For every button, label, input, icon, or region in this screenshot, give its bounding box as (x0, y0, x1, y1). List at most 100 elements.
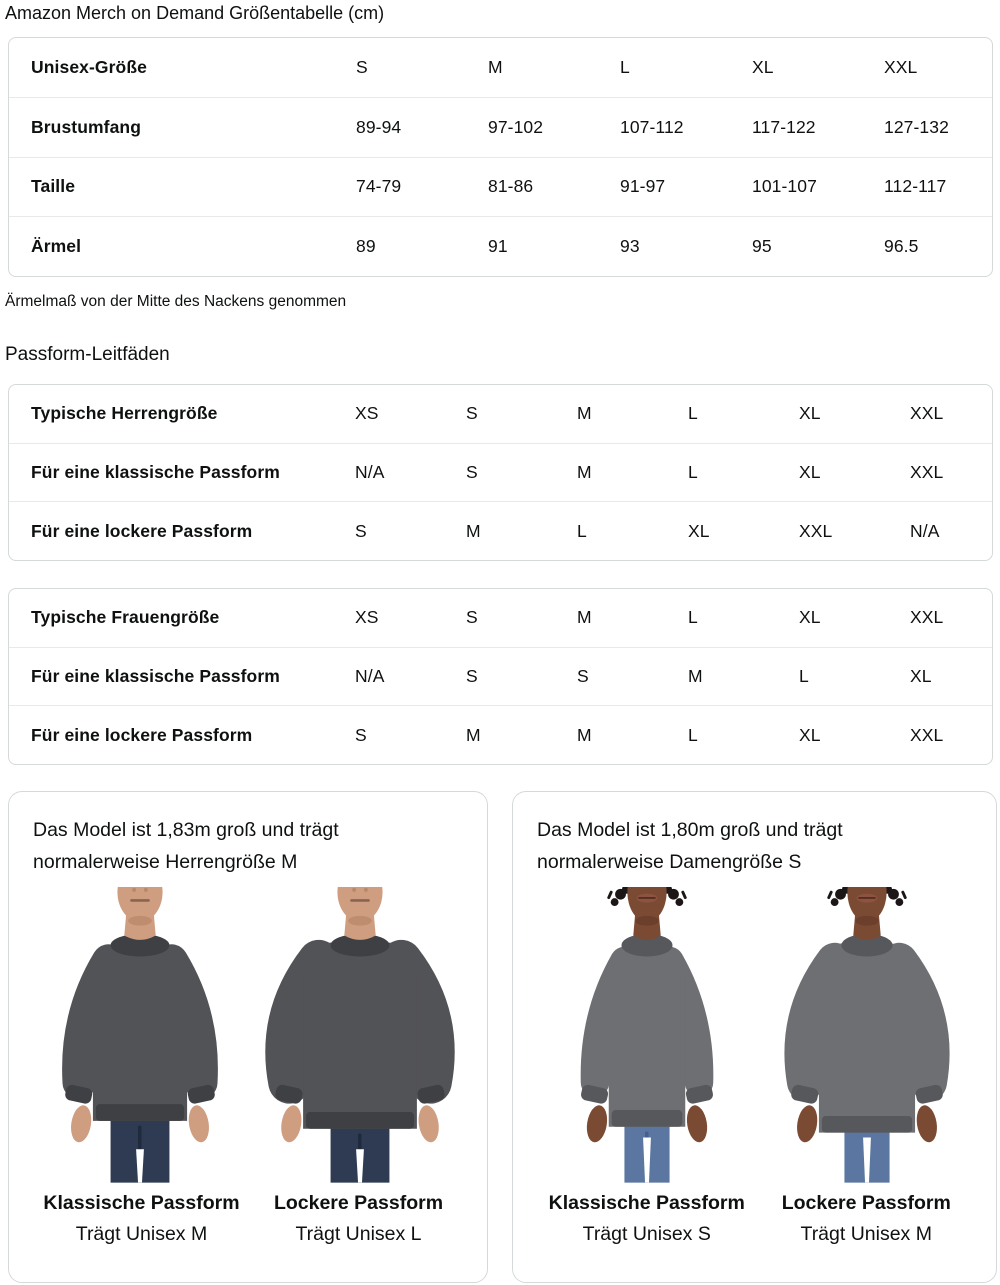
row-label: Brustumfang (31, 116, 141, 137)
table-cell: L (688, 462, 698, 482)
table-cell: M (577, 607, 592, 628)
table-cell: 112-117 (884, 176, 947, 197)
table-cell: 89 (356, 236, 376, 257)
table-cell: 93 (620, 236, 640, 257)
model-intro-text: Das Model ist 1,83m groß und trägt norma… (33, 819, 339, 873)
table-cell: 127-132 (884, 116, 949, 137)
table-cell: 95 (752, 236, 772, 257)
table-cell: XXL (910, 607, 944, 628)
table-cell: XL (799, 403, 821, 424)
fit-guides-heading: Passform-Leitfäden (5, 344, 170, 365)
table-cell: N/A (355, 462, 385, 482)
table-cell: XL (910, 666, 932, 686)
unisex-size-table: Unisex-Größe S M L XL XXL Brustumfang 89… (8, 37, 993, 277)
table-row: Für eine klassische Passform N/A S M L X… (9, 442, 992, 502)
page-title: Amazon Merch on Demand Größentabelle (cm… (5, 3, 385, 23)
table-row: Ärmel 89 91 93 95 96.5 (9, 216, 992, 276)
table-cell: 91 (488, 236, 508, 257)
table-cell: M (577, 724, 592, 745)
model-intro-text: Das Model ist 1,80m groß und trägt norma… (537, 819, 843, 873)
table-cell: XL (752, 56, 774, 77)
table-cell: S (466, 462, 478, 482)
fit-label-loose: Lockere Passform Trägt Unisex L (250, 1189, 467, 1251)
table-row: Für eine klassische Passform N/A S S M L… (9, 646, 992, 706)
fit-name: Klassische Passform (548, 1192, 745, 1214)
table-cell: M (577, 462, 592, 482)
table-cell: XXL (910, 403, 944, 424)
table-cell: 97-102 (488, 116, 544, 137)
fit-wears: Trägt Unisex M (800, 1223, 932, 1245)
table-row: Brustumfang 89-94 97-102 107-112 117-122… (9, 96, 992, 157)
fit-name: Lockere Passform (781, 1192, 951, 1214)
table-cell: M (577, 403, 592, 424)
mens-model-card: Das Model ist 1,83m groß und trägt norma… (8, 791, 488, 1283)
table-cell: M (466, 520, 481, 541)
table-cell: 74-79 (356, 176, 402, 197)
table-cell: S (466, 403, 478, 424)
table-cell: 81-86 (488, 176, 534, 197)
table-cell: S (356, 56, 368, 77)
table-cell: 89-94 (356, 116, 402, 137)
table-cell: S (355, 724, 367, 745)
row-label: Typische Frauengröße (31, 607, 220, 628)
model-photo-female-loose-fit (763, 887, 970, 1184)
fit-name: Klassische Passform (43, 1192, 240, 1214)
table-cell: S (466, 666, 478, 686)
table-cell: S (466, 607, 478, 628)
table-cell: S (355, 520, 367, 541)
row-label: Unisex-Größe (31, 56, 147, 77)
row-label: Für eine lockere Passform (31, 520, 253, 541)
table-row: Taille 74-79 81-86 91-97 101-107 112-117 (9, 156, 992, 217)
table-row: Für eine lockere Passform S M L XL XXL N… (9, 501, 992, 560)
model-photos (33, 887, 467, 1184)
sleeve-measure-note: Ärmelmaß von der Mitte des Nackens genom… (5, 293, 347, 310)
table-cell: 101-107 (752, 176, 817, 197)
table-cell: XXL (910, 462, 944, 482)
table-cell: M (688, 666, 703, 686)
table-cell: XL (688, 520, 710, 541)
fit-label-classic: Klassische Passform Trägt Unisex M (33, 1189, 250, 1251)
table-cell: M (488, 56, 503, 77)
table-cell: N/A (355, 666, 385, 686)
fit-name: Lockere Passform (273, 1192, 444, 1214)
row-label: Für eine lockere Passform (31, 724, 253, 745)
table-cell: XXL (799, 520, 833, 541)
table-cell: 117-122 (752, 116, 816, 137)
table-cell: XXL (884, 56, 918, 77)
womens-fit-table: Typische Frauengröße XS S M L XL XXL Für… (8, 588, 993, 765)
fit-label-loose: Lockere Passform Trägt Unisex M (757, 1189, 977, 1251)
table-cell: 91-97 (620, 176, 666, 197)
table-row: Unisex-Größe S M L XL XXL (9, 38, 992, 97)
fit-label-classic: Klassische Passform Trägt Unisex S (537, 1189, 757, 1251)
table-cell: L (688, 607, 698, 628)
womens-model-card: Das Model ist 1,80m groß und trägt norma… (512, 791, 997, 1283)
table-cell: L (688, 403, 698, 424)
table-cell: M (466, 724, 481, 745)
table-row: Typische Frauengröße XS S M L XL XXL (9, 589, 992, 647)
model-photo-female-classic-fit (543, 887, 750, 1184)
row-label: Ärmel (31, 236, 82, 257)
table-cell: XXL (910, 724, 944, 745)
table-cell: L (688, 724, 698, 745)
model-photo-male-loose-fit (257, 887, 463, 1184)
table-cell: 107-112 (620, 116, 684, 137)
table-cell: 96.5 (884, 236, 919, 257)
table-cell: XL (799, 607, 821, 628)
fit-wears: Trägt Unisex M (75, 1223, 208, 1245)
table-cell: XL (799, 724, 821, 745)
table-cell: L (799, 666, 809, 686)
fit-wears: Trägt Unisex S (582, 1223, 711, 1245)
table-cell: N/A (910, 520, 940, 541)
row-label: Taille (31, 176, 76, 197)
row-label: Für eine klassische Passform (31, 462, 280, 482)
table-cell: S (577, 666, 589, 686)
table-cell: L (620, 56, 630, 77)
table-row: Typische Herrengröße XS S M L XL XXL (9, 385, 992, 443)
fit-labels: Klassische Passform Trägt Unisex M Locke… (33, 1189, 467, 1251)
mens-fit-table: Typische Herrengröße XS S M L XL XXL Für… (8, 384, 993, 561)
model-photo-male-classic-fit (37, 887, 243, 1184)
model-photos (537, 887, 976, 1184)
table-cell: L (577, 520, 587, 541)
table-cell: XL (799, 462, 821, 482)
table-cell: XS (355, 607, 379, 628)
